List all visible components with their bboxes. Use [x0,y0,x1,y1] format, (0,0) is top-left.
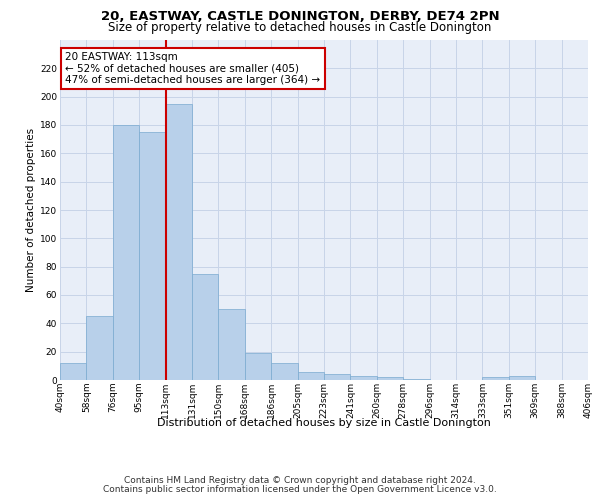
Bar [482,377,509,380]
Bar [166,104,192,380]
Bar [298,372,324,380]
Y-axis label: Number of detached properties: Number of detached properties [26,128,36,292]
Text: Size of property relative to detached houses in Castle Donington: Size of property relative to detached ho… [109,21,491,34]
Bar [350,376,377,380]
Bar [377,377,403,380]
Bar [113,125,139,380]
Bar [324,374,350,380]
Bar [192,274,218,380]
Bar [403,378,430,380]
Text: 20, EASTWAY, CASTLE DONINGTON, DERBY, DE74 2PN: 20, EASTWAY, CASTLE DONINGTON, DERBY, DE… [101,10,499,23]
Bar [271,363,298,380]
Text: Contains public sector information licensed under the Open Government Licence v3: Contains public sector information licen… [103,485,497,494]
Text: Contains HM Land Registry data © Crown copyright and database right 2024.: Contains HM Land Registry data © Crown c… [124,476,476,485]
Bar [139,132,166,380]
Bar [509,376,535,380]
Bar [218,309,245,380]
Bar [245,353,271,380]
Bar [60,363,86,380]
Text: Distribution of detached houses by size in Castle Donington: Distribution of detached houses by size … [157,418,491,428]
Text: 20 EASTWAY: 113sqm
← 52% of detached houses are smaller (405)
47% of semi-detach: 20 EASTWAY: 113sqm ← 52% of detached hou… [65,52,320,85]
Bar [86,316,113,380]
